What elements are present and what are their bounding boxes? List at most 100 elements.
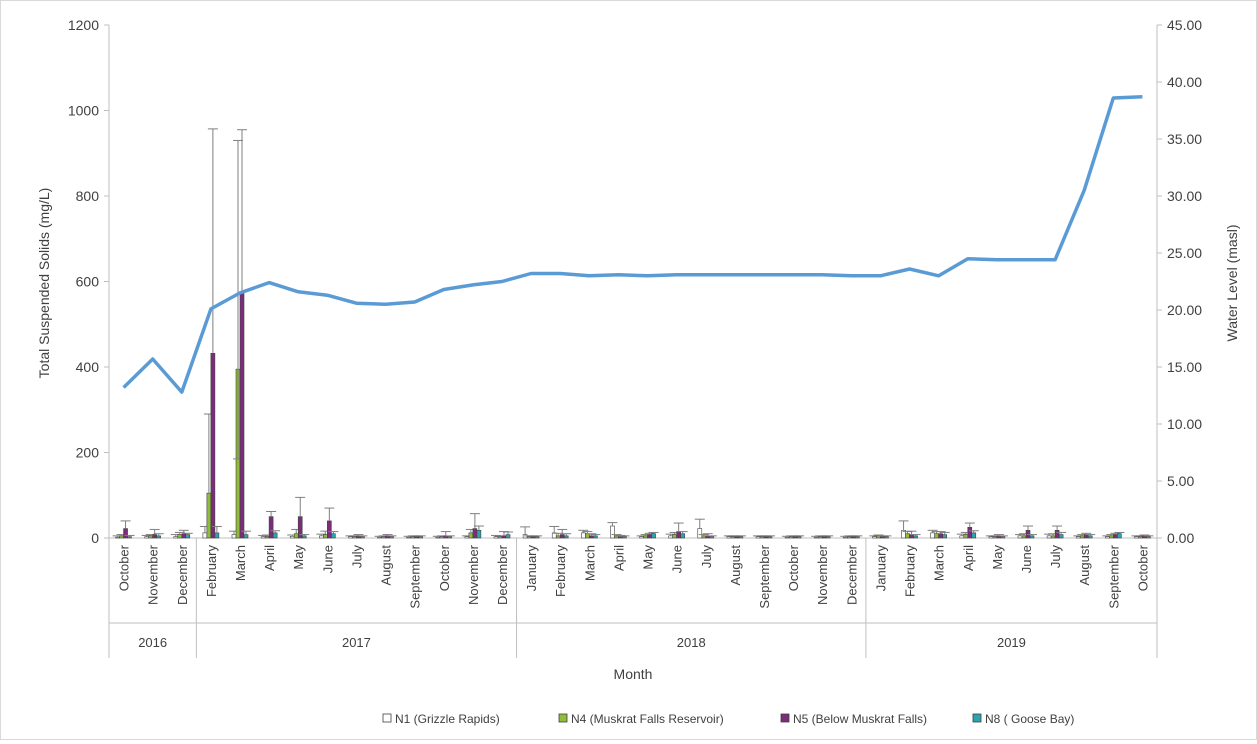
- x-tick-label: October: [1135, 544, 1150, 591]
- x-tick-label: July: [349, 545, 364, 569]
- y2-tick-label: 15.00: [1167, 359, 1202, 375]
- bar: [676, 531, 681, 539]
- bar: [1054, 530, 1060, 539]
- bar: [843, 536, 848, 539]
- bar: [821, 536, 827, 539]
- x-tick-label: January: [873, 545, 888, 592]
- bar: [909, 534, 914, 539]
- bar: [123, 528, 128, 539]
- bar: [559, 534, 565, 539]
- x-tick-label: November: [815, 544, 830, 605]
- bar: [905, 533, 910, 539]
- bar: [472, 528, 478, 539]
- bar: [1138, 536, 1143, 539]
- legend-label: N4 (Muskrat Falls Reservoir): [571, 712, 724, 726]
- x-tick-label: October: [786, 544, 801, 591]
- y2-tick-label: 35.00: [1167, 131, 1202, 147]
- bar: [181, 533, 187, 539]
- y2-tick-label: 0.00: [1167, 530, 1194, 546]
- x-tick-label: November: [466, 544, 481, 605]
- bar: [231, 534, 237, 539]
- bar: [319, 535, 324, 539]
- bar: [813, 536, 819, 539]
- bar: [1079, 535, 1085, 539]
- bar: [331, 533, 336, 539]
- y2-tick-label: 20.00: [1167, 302, 1202, 318]
- bar: [493, 536, 499, 539]
- bar: [555, 535, 561, 539]
- bar: [293, 533, 299, 539]
- plot-area: 0 200 400 600 800 1000 1200 0.00 5.00 10.00 15.00 2…: [68, 17, 1202, 658]
- x-tick-label: May: [641, 545, 656, 570]
- bar: [610, 525, 615, 539]
- bar: [272, 532, 278, 539]
- year-label: 2019: [997, 635, 1026, 650]
- bar: [738, 536, 744, 539]
- legend-swatch: [382, 713, 392, 723]
- bar: [1075, 536, 1081, 539]
- x-tick-label: August: [728, 545, 743, 586]
- bar: [680, 533, 685, 539]
- bar: [214, 532, 220, 539]
- bar: [497, 536, 503, 539]
- bar: [614, 535, 619, 539]
- bar: [1029, 535, 1035, 539]
- x-tick-label: February: [553, 545, 568, 598]
- legend-label: N8 ( Goose Bay): [985, 712, 1074, 726]
- bar: [759, 536, 765, 539]
- bar: [410, 536, 415, 539]
- bar: [988, 536, 994, 539]
- bar: [289, 535, 295, 539]
- bar: [1083, 534, 1089, 539]
- bar: [406, 536, 411, 539]
- bar: [618, 536, 623, 539]
- x-tick-label: January: [524, 545, 539, 592]
- bar: [796, 536, 802, 539]
- x-tick-label: February: [903, 545, 918, 598]
- bar: [115, 536, 120, 539]
- x-tick-label: April: [961, 545, 976, 571]
- bar: [942, 534, 947, 539]
- bar: [381, 536, 386, 539]
- x-tick-label: September: [1106, 544, 1121, 608]
- bar: [938, 533, 943, 539]
- bar: [1105, 536, 1110, 539]
- bar: [156, 535, 161, 539]
- y-tick-label: 0: [91, 530, 99, 546]
- bar: [697, 528, 703, 539]
- bar: [726, 536, 732, 539]
- bar: [239, 291, 245, 539]
- x-tick-label: March: [233, 545, 248, 581]
- bar: [464, 536, 470, 539]
- x-tick-label: May: [291, 545, 306, 570]
- bar: [851, 536, 856, 539]
- bar: [202, 532, 208, 539]
- bar: [360, 536, 365, 539]
- bar: [817, 536, 823, 539]
- bar: [563, 535, 569, 539]
- bar: [119, 535, 124, 539]
- year-label: 2017: [342, 635, 371, 650]
- x-tick-label: June: [320, 545, 335, 573]
- bar: [847, 536, 852, 539]
- year-label: 2016: [138, 635, 167, 650]
- bar: [872, 536, 877, 539]
- legend-swatch: [972, 713, 982, 723]
- bar: [530, 536, 536, 539]
- bar: [185, 534, 191, 539]
- x-tick-label: July: [699, 545, 714, 569]
- bar: [177, 534, 183, 539]
- bar: [210, 353, 216, 539]
- bar: [152, 534, 157, 539]
- legend-label: N1 (Grizzle Rapids): [395, 712, 500, 726]
- x-tick-label: December: [175, 544, 190, 605]
- bar: [701, 535, 707, 539]
- x-tick-label: May: [990, 545, 1005, 570]
- bar: [1146, 536, 1151, 539]
- bar: [264, 535, 270, 539]
- bar: [468, 532, 474, 539]
- bar: [581, 532, 586, 539]
- bar: [788, 536, 794, 539]
- bar: [1017, 535, 1023, 539]
- bar: [476, 530, 482, 539]
